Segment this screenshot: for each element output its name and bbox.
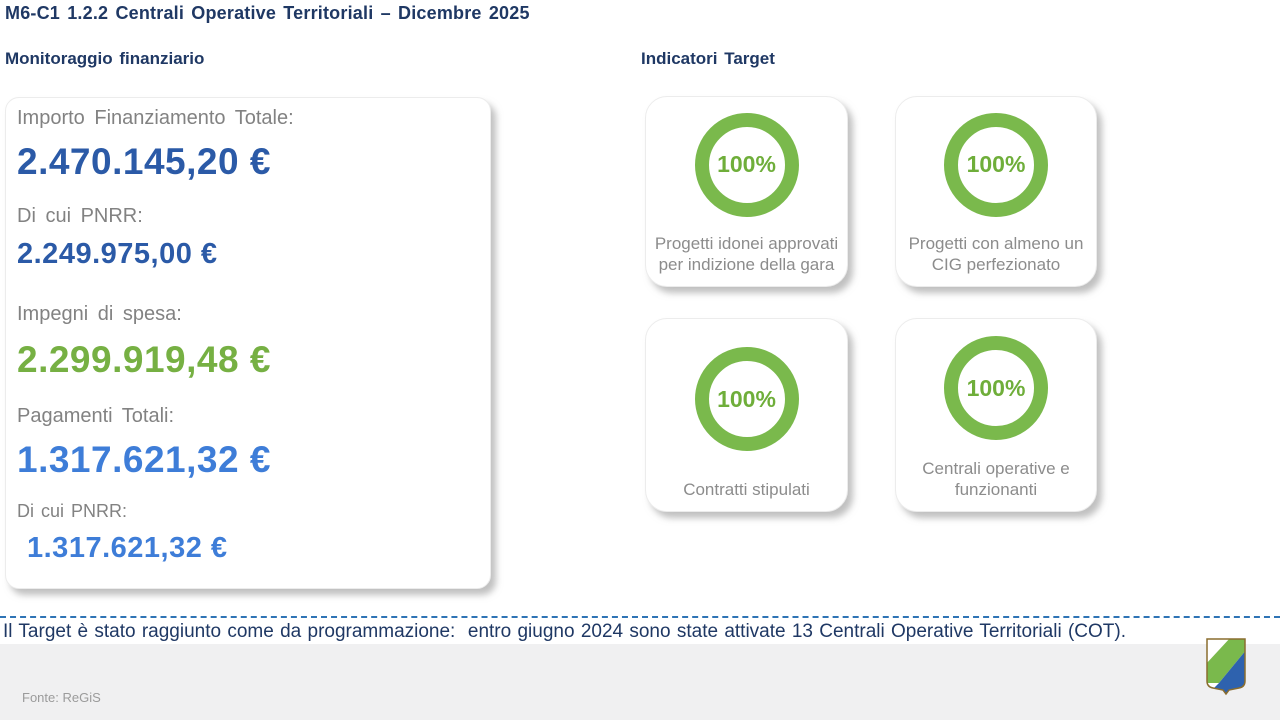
indicator-label: Progetti con almeno un CIG perfezionato (908, 233, 1084, 275)
page-title: M6-C1 1.2.2 Centrali Operative Territori… (5, 3, 530, 23)
section-title-financial: Monitoraggio finanziario (5, 49, 205, 68)
target-note: Il Target è stato raggiunto come da prog… (3, 621, 1126, 642)
footer-strip (0, 644, 1280, 720)
fin-label-0: Importo Finanziamento Totale: (17, 107, 294, 129)
donut-percent: 100% (717, 151, 776, 178)
fin-label-4: Di cui PNRR: (17, 501, 128, 521)
indicator-card: 100% Centrali operative e funzionanti (895, 318, 1097, 512)
fin-label-3: Pagamenti Totali: (17, 405, 175, 427)
source-note: Fonte: ReGiS (22, 690, 101, 705)
indicator-card: 100% Progetti idonei approvati per indiz… (645, 96, 848, 287)
indicator-label: Centrali operative e funzionanti (922, 458, 1070, 500)
target-divider (0, 616, 1280, 618)
donut-gauge: 100% (694, 112, 799, 217)
donut-percent: 100% (966, 374, 1026, 401)
indicator-label: Contratti stipulati (683, 480, 810, 500)
fin-value-0: 2.470.145,20 € (17, 141, 271, 182)
abruzzo-crest-logo (1206, 638, 1246, 696)
fin-label-1: Di cui PNRR: (17, 205, 143, 227)
donut-gauge: 100% (694, 347, 799, 452)
indicator-label: Progetti idonei approvati per indizione … (654, 233, 839, 275)
section-title-indicators: Indicatori Target (641, 49, 775, 68)
fin-value-4: 1.317.621,32 € (27, 532, 228, 564)
donut-gauge: 100% (944, 336, 1048, 441)
financial-card: Importo Finanziamento Totale: 2.470.145,… (5, 97, 491, 589)
indicator-card: 100% Progetti con almeno un CIG perfezio… (895, 96, 1097, 287)
donut-percent: 100% (717, 385, 776, 412)
fin-value-2: 2.299.919,48 € (17, 339, 271, 380)
indicator-card: 100% Contratti stipulati (645, 318, 848, 512)
fin-label-2: Impegni di spesa: (17, 303, 182, 325)
fin-value-3: 1.317.621,32 € (17, 439, 271, 480)
donut-percent: 100% (966, 151, 1026, 178)
fin-value-1: 2.249.975,00 € (17, 238, 218, 270)
donut-gauge: 100% (944, 112, 1048, 217)
